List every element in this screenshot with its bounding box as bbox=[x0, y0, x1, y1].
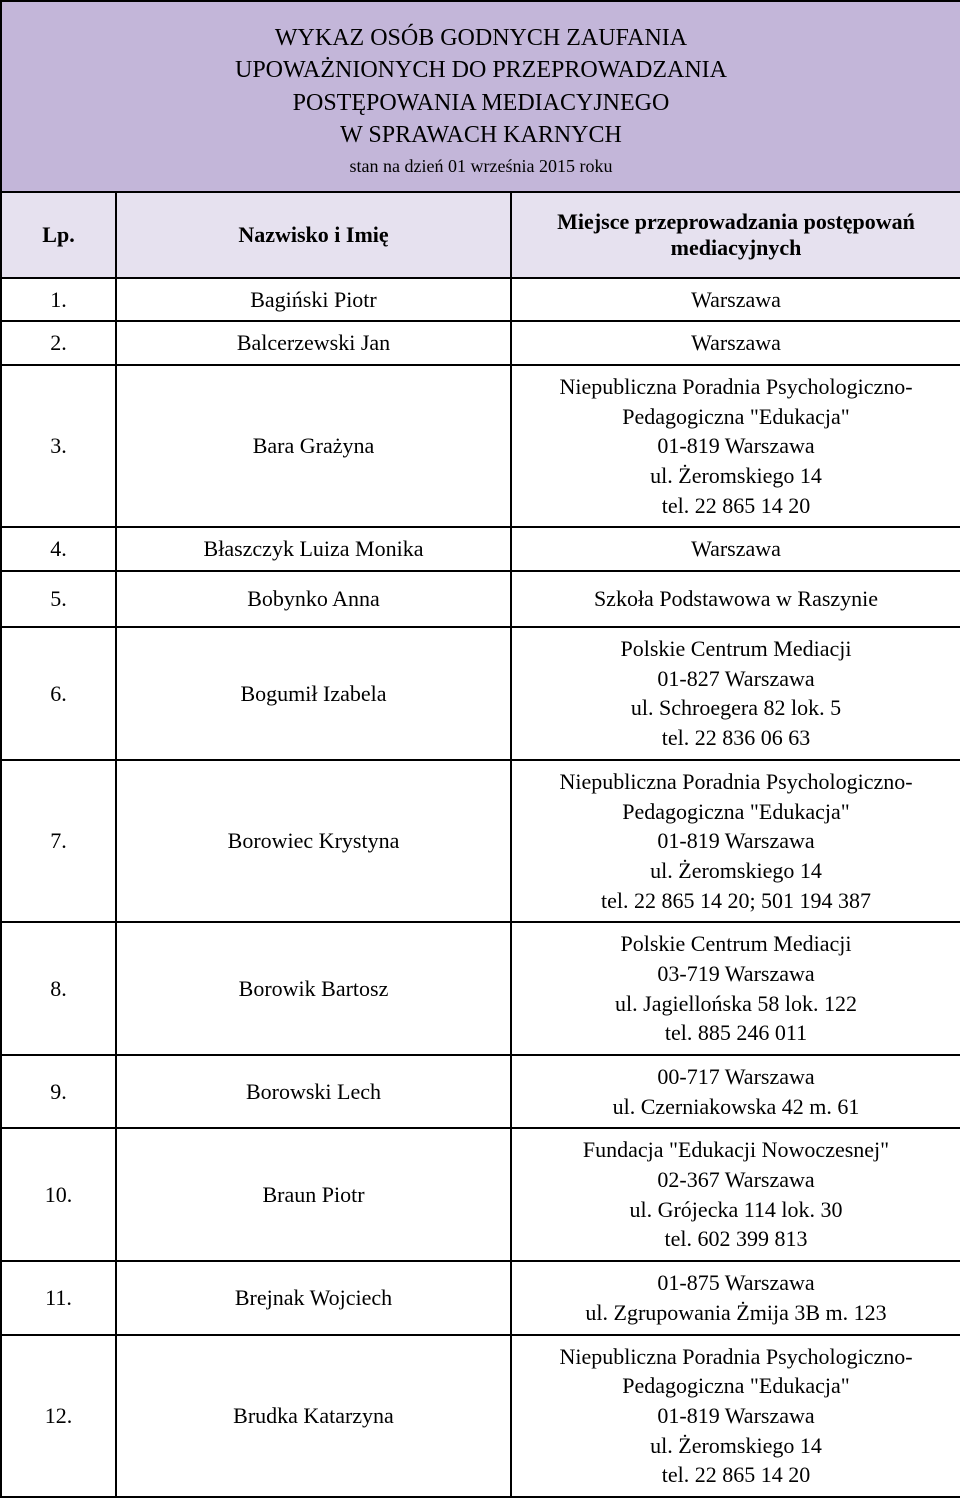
cell-place: Warszawa bbox=[511, 527, 960, 571]
table-row: 1. Bagiński Piotr Warszawa bbox=[1, 278, 960, 322]
cell-name: Brudka Katarzyna bbox=[116, 1335, 511, 1497]
cell-lp: 8. bbox=[1, 922, 116, 1055]
cell-lp: 10. bbox=[1, 1128, 116, 1261]
title-line-1: WYKAZ OSÓB GODNYCH ZAUFANIA bbox=[12, 22, 950, 54]
table-row: 10. Braun Piotr Fundacja "Edukacji Nowoc… bbox=[1, 1128, 960, 1261]
table-row: 8. Borowik Bartosz Polskie Centrum Media… bbox=[1, 922, 960, 1055]
cell-place: 00-717 Warszawa ul. Czerniakowska 42 m. … bbox=[511, 1055, 960, 1128]
table-row: 12. Brudka Katarzyna Niepubliczna Poradn… bbox=[1, 1335, 960, 1497]
title-subtitle: stan na dzień 01 września 2015 roku bbox=[12, 156, 950, 177]
table-row: 6. Bogumił Izabela Polskie Centrum Media… bbox=[1, 627, 960, 760]
cell-name: Balcerzewski Jan bbox=[116, 321, 511, 365]
cell-name: Błaszczyk Luiza Monika bbox=[116, 527, 511, 571]
table-row: 11. Brejnak Wojciech 01-875 Warszawa ul.… bbox=[1, 1261, 960, 1334]
cell-place: Warszawa bbox=[511, 278, 960, 322]
cell-place: Niepubliczna Poradnia Psychologiczno- Pe… bbox=[511, 760, 960, 922]
table-row: 3. Bara Grażyna Niepubliczna Poradnia Ps… bbox=[1, 365, 960, 527]
title-line-4: W SPRAWACH KARNYCH bbox=[12, 119, 950, 151]
cell-place: Polskie Centrum Mediacji 03-719 Warszawa… bbox=[511, 922, 960, 1055]
table-row: 7. Borowiec Krystyna Niepubliczna Poradn… bbox=[1, 760, 960, 922]
cell-name: Borowski Lech bbox=[116, 1055, 511, 1128]
cell-name: Brejnak Wojciech bbox=[116, 1261, 511, 1334]
cell-name: Borowik Bartosz bbox=[116, 922, 511, 1055]
mediators-table: WYKAZ OSÓB GODNYCH ZAUFANIA UPOWAŻNIONYC… bbox=[0, 0, 960, 1498]
table-row: 4. Błaszczyk Luiza Monika Warszawa bbox=[1, 527, 960, 571]
title-cell: WYKAZ OSÓB GODNYCH ZAUFANIA UPOWAŻNIONYC… bbox=[1, 1, 960, 192]
cell-place: Polskie Centrum Mediacji 01-827 Warszawa… bbox=[511, 627, 960, 760]
cell-name: Bogumił Izabela bbox=[116, 627, 511, 760]
cell-lp: 7. bbox=[1, 760, 116, 922]
cell-name: Bagiński Piotr bbox=[116, 278, 511, 322]
cell-name: Braun Piotr bbox=[116, 1128, 511, 1261]
cell-place: Fundacja "Edukacji Nowoczesnej" 02-367 W… bbox=[511, 1128, 960, 1261]
table-row: 5. Bobynko Anna Szkoła Podstawowa w Rasz… bbox=[1, 571, 960, 627]
title-line-2: UPOWAŻNIONYCH DO PRZEPROWADZANIA bbox=[12, 54, 950, 86]
table-row: 9. Borowski Lech 00-717 Warszawa ul. Cze… bbox=[1, 1055, 960, 1128]
cell-place: 01-875 Warszawa ul. Zgrupowania Żmija 3B… bbox=[511, 1261, 960, 1334]
cell-lp: 3. bbox=[1, 365, 116, 527]
cell-name: Bara Grażyna bbox=[116, 365, 511, 527]
cell-name: Borowiec Krystyna bbox=[116, 760, 511, 922]
cell-lp: 2. bbox=[1, 321, 116, 365]
title-line-3: POSTĘPOWANIA MEDIACYJNEGO bbox=[12, 87, 950, 119]
column-header-lp: Lp. bbox=[1, 192, 116, 278]
cell-lp: 6. bbox=[1, 627, 116, 760]
cell-place: Niepubliczna Poradnia Psychologiczno- Pe… bbox=[511, 365, 960, 527]
cell-lp: 5. bbox=[1, 571, 116, 627]
column-header-name: Nazwisko i Imię bbox=[116, 192, 511, 278]
cell-name: Bobynko Anna bbox=[116, 571, 511, 627]
cell-place: Warszawa bbox=[511, 321, 960, 365]
cell-place: Szkoła Podstawowa w Raszynie bbox=[511, 571, 960, 627]
cell-lp: 1. bbox=[1, 278, 116, 322]
cell-lp: 11. bbox=[1, 1261, 116, 1334]
cell-lp: 12. bbox=[1, 1335, 116, 1497]
column-header-place: Miejsce przeprowadzania postępowań media… bbox=[511, 192, 960, 278]
cell-lp: 9. bbox=[1, 1055, 116, 1128]
cell-lp: 4. bbox=[1, 527, 116, 571]
table-row: 2. Balcerzewski Jan Warszawa bbox=[1, 321, 960, 365]
cell-place: Niepubliczna Poradnia Psychologiczno- Pe… bbox=[511, 1335, 960, 1497]
